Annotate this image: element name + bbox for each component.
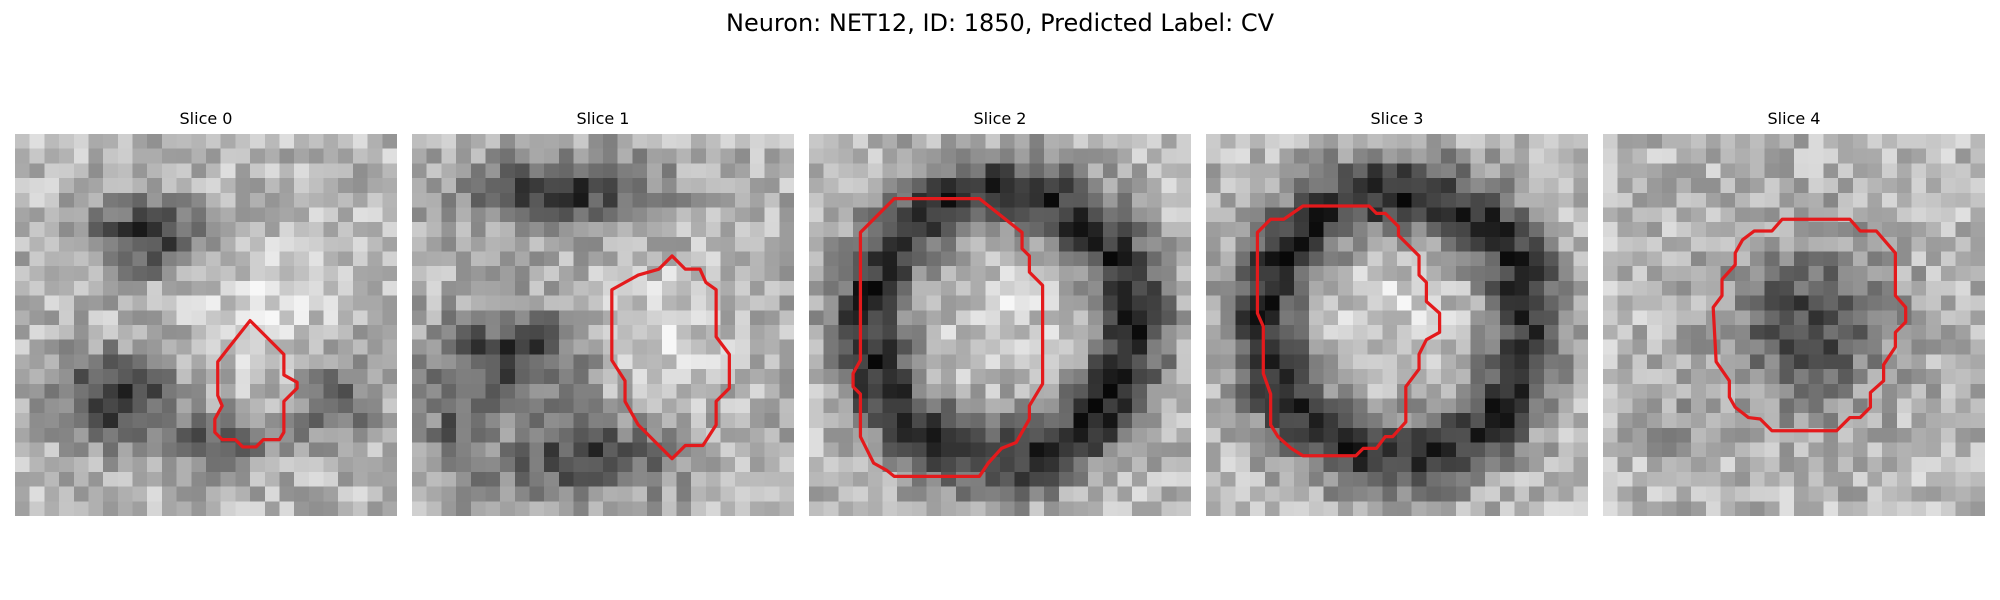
contour-outline <box>1711 217 1908 433</box>
slice-3-title: Slice 3 <box>1370 109 1424 128</box>
contour-outline <box>851 197 1045 478</box>
contour-outline <box>610 254 731 461</box>
contour-outline <box>213 318 299 449</box>
slice-1-image <box>412 134 794 516</box>
slice-4-title: Slice 4 <box>1767 109 1821 128</box>
figure-title: Neuron: NET12, ID: 1850, Predicted Label… <box>726 9 1274 37</box>
contour-outline <box>1255 204 1442 458</box>
slice-4-image <box>1603 134 1985 516</box>
slice-1-title: Slice 1 <box>576 109 630 128</box>
slice-0-title: Slice 0 <box>179 109 233 128</box>
slice-2-title: Slice 2 <box>973 109 1027 128</box>
slice-0-image <box>15 134 397 516</box>
slice-3-image <box>1206 134 1588 516</box>
slice-2-image <box>809 134 1191 516</box>
